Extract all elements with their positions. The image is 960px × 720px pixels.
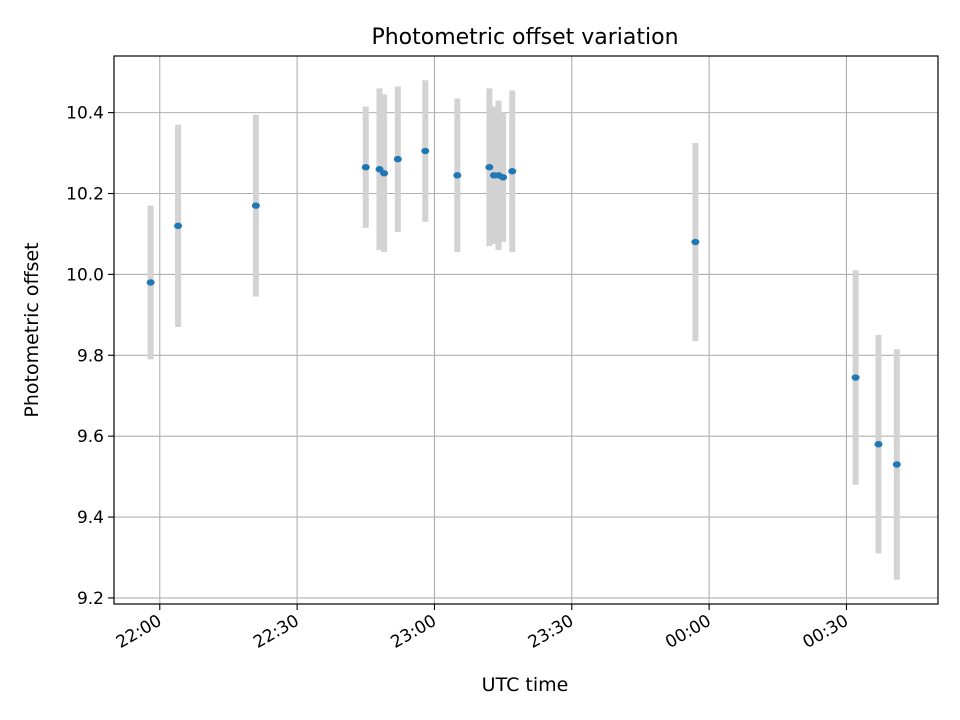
y-tick-label: 10.4 xyxy=(66,104,104,124)
data-point xyxy=(380,170,389,177)
data-point xyxy=(361,164,370,171)
x-tick-label: 22:00 xyxy=(113,611,165,653)
x-axis-label: UTC time xyxy=(482,674,569,696)
y-tick-label: 9.4 xyxy=(77,508,104,528)
plot-frame xyxy=(113,55,939,605)
x-axis: 22:00 22:30 23:00 23:30 00:00 00:30 xyxy=(113,604,852,653)
data-points xyxy=(146,147,901,468)
y-tick-label: 9.2 xyxy=(77,589,104,609)
grid xyxy=(114,56,938,604)
data-point xyxy=(851,374,860,381)
y-tick-label: 10.0 xyxy=(66,265,104,285)
data-point xyxy=(174,222,183,230)
data-point xyxy=(393,155,402,163)
y-tick-label: 10.2 xyxy=(66,185,104,205)
data-point xyxy=(421,147,430,155)
plot-background xyxy=(114,56,938,604)
x-tick-label: 23:00 xyxy=(388,611,440,653)
data-point xyxy=(691,238,700,246)
data-point xyxy=(146,279,155,286)
y-tick-label: 9.6 xyxy=(77,427,104,447)
data-point xyxy=(874,441,883,448)
x-tick-label: 00:00 xyxy=(662,611,714,653)
y-tick-label: 9.8 xyxy=(77,346,104,366)
data-point xyxy=(892,461,901,468)
x-tick-label: 23:30 xyxy=(525,611,577,653)
x-tick-label: 22:30 xyxy=(250,611,302,653)
y-axis: 9.2 9.4 9.6 9.8 10.0 10.2 10.4 xyxy=(66,104,114,609)
data-point xyxy=(453,172,462,179)
data-point xyxy=(499,174,508,181)
chart-title: Photometric offset variation xyxy=(371,25,678,50)
y-axis-label: Photometric offset xyxy=(21,242,43,417)
data-point xyxy=(485,164,494,171)
x-tick-label: 00:30 xyxy=(800,611,852,653)
data-point xyxy=(508,168,517,175)
data-point xyxy=(251,202,260,209)
